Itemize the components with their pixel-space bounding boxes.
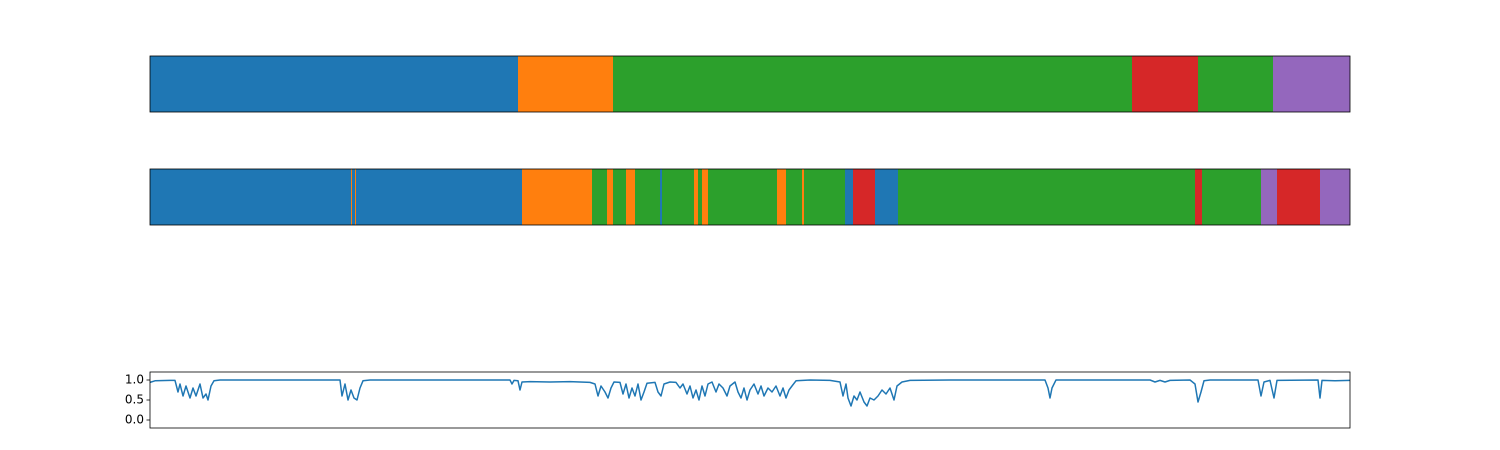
segment bbox=[150, 169, 351, 225]
segment bbox=[875, 169, 898, 225]
segment bbox=[1261, 169, 1277, 225]
segment bbox=[786, 169, 802, 225]
segment bbox=[804, 169, 845, 225]
segment bbox=[356, 169, 522, 225]
segment bbox=[1195, 169, 1202, 225]
y-tick-label: 0.5 bbox=[125, 393, 144, 407]
segment bbox=[607, 169, 613, 225]
segment bbox=[635, 169, 660, 225]
segment bbox=[1273, 56, 1350, 112]
y-tick-label: 1.0 bbox=[125, 373, 144, 387]
segment bbox=[626, 169, 635, 225]
segment bbox=[613, 56, 1132, 112]
segment bbox=[898, 169, 1195, 225]
segment bbox=[853, 169, 875, 225]
axes-frame bbox=[149, 371, 1351, 429]
line bbox=[149, 379, 1351, 407]
segment bbox=[1202, 169, 1261, 225]
y-tick-label: 0.0 bbox=[125, 413, 144, 427]
segment bbox=[660, 169, 662, 225]
segment bbox=[1132, 56, 1198, 112]
segment bbox=[708, 169, 777, 225]
axes-frame bbox=[149, 168, 1351, 226]
segment bbox=[355, 169, 356, 225]
segment bbox=[802, 169, 804, 225]
segment bbox=[1198, 56, 1273, 112]
segment bbox=[613, 169, 626, 225]
segment bbox=[777, 169, 786, 225]
segment bbox=[1277, 169, 1320, 225]
segment bbox=[698, 169, 702, 225]
segment bbox=[702, 169, 708, 225]
segment bbox=[352, 169, 355, 225]
segment bbox=[518, 56, 613, 112]
segment bbox=[845, 169, 853, 225]
segment bbox=[522, 169, 592, 225]
segment bbox=[694, 169, 698, 225]
segment bbox=[592, 169, 607, 225]
segment bbox=[150, 56, 518, 112]
segment bbox=[351, 169, 352, 225]
axes-frame bbox=[149, 55, 1351, 113]
segment bbox=[662, 169, 694, 225]
segment bbox=[1320, 169, 1350, 225]
